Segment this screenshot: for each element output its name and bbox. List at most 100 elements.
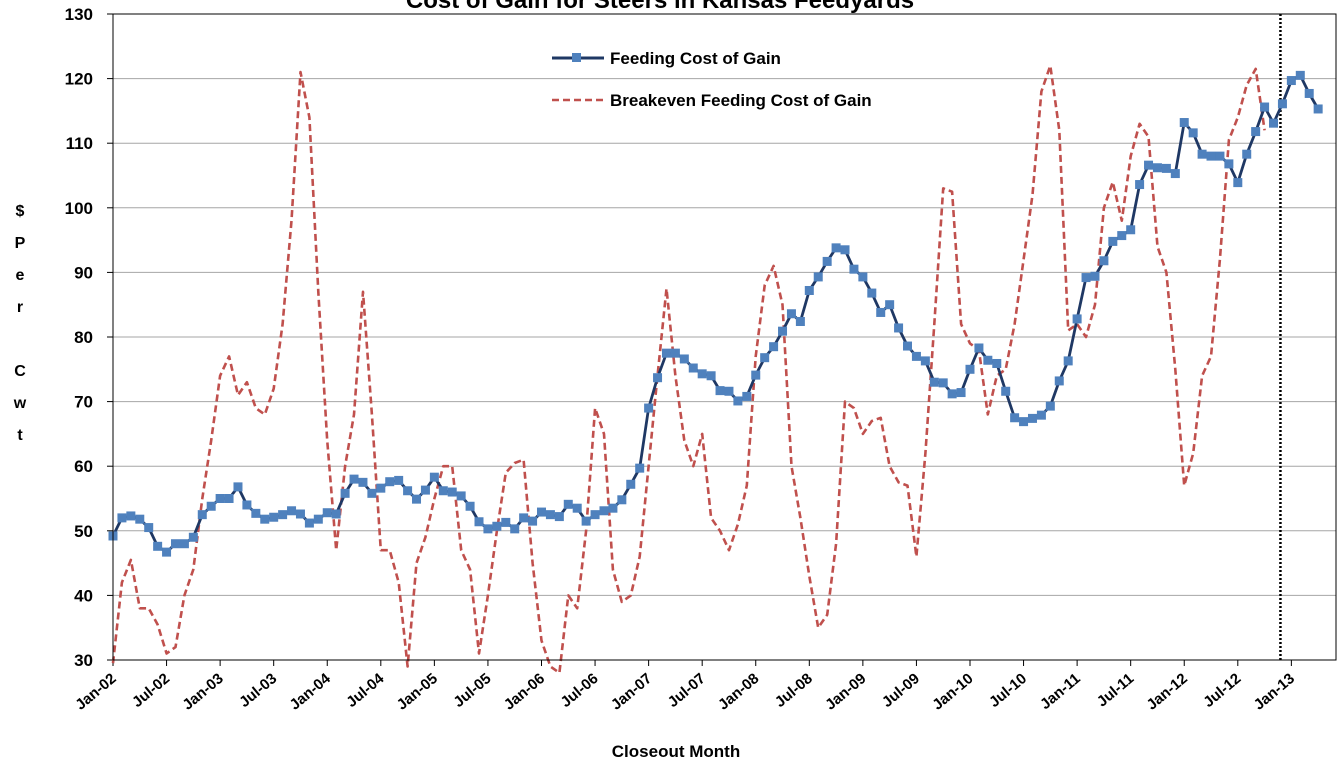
point-feeding-cost-2 (126, 511, 135, 520)
point-feeding-cost-123 (1207, 152, 1216, 161)
point-feeding-cost-106 (1055, 376, 1064, 385)
point-feeding-cost-56 (608, 504, 617, 513)
point-feeding-cost-103 (1028, 414, 1037, 423)
x-tick-label-Jul-07: Jul-07 (665, 670, 709, 711)
point-feeding-cost-13 (225, 494, 234, 503)
point-feeding-cost-47 (528, 517, 537, 526)
point-feeding-cost-71 (742, 392, 751, 401)
point-feeding-cost-97 (974, 343, 983, 352)
point-feeding-cost-12 (216, 494, 225, 503)
point-feeding-cost-74 (769, 342, 778, 351)
x-tick-label-Jan-02: Jan-02 (72, 670, 119, 714)
x-tick-label-Jul-09: Jul-09 (879, 670, 923, 711)
point-feeding-cost-67 (707, 371, 716, 380)
point-feeding-cost-39 (457, 491, 466, 500)
x-tick-label-Jan-12: Jan-12 (1143, 670, 1190, 714)
x-tick-label-Jan-11: Jan-11 (1037, 670, 1084, 713)
point-feeding-cost-107 (1064, 356, 1073, 365)
point-feeding-cost-36 (430, 473, 439, 482)
point-feeding-cost-128 (1251, 127, 1260, 136)
point-feeding-cost-30 (376, 484, 385, 493)
point-feeding-cost-53 (582, 517, 591, 526)
point-feeding-cost-131 (1278, 99, 1287, 108)
point-feeding-cost-26 (341, 489, 350, 498)
point-feeding-cost-92 (930, 378, 939, 387)
point-feeding-cost-62 (662, 349, 671, 358)
x-tick-label-Jul-10: Jul-10 (986, 670, 1030, 711)
x-tick-label-Jan-13: Jan-13 (1251, 670, 1298, 714)
point-feeding-cost-79 (814, 272, 823, 281)
point-feeding-cost-44 (501, 518, 510, 527)
point-feeding-cost-16 (251, 509, 260, 518)
point-feeding-cost-119 (1171, 169, 1180, 178)
point-feeding-cost-20 (287, 506, 296, 515)
point-feeding-cost-76 (787, 309, 796, 318)
point-feeding-cost-42 (483, 524, 492, 533)
point-feeding-cost-4 (144, 523, 153, 532)
point-feeding-cost-84 (858, 272, 867, 281)
point-feeding-cost-86 (876, 308, 885, 317)
point-feeding-cost-105 (1046, 402, 1055, 411)
x-tick-label-Jul-02: Jul-02 (129, 670, 173, 711)
point-feeding-cost-29 (367, 489, 376, 498)
point-feeding-cost-70 (733, 396, 742, 405)
legend-label-feeding-cost: Feeding Cost of Gain (610, 49, 781, 68)
point-feeding-cost-80 (823, 257, 832, 266)
point-feeding-cost-88 (894, 323, 903, 332)
point-feeding-cost-6 (162, 548, 171, 557)
y-tick-label-30: 30 (74, 651, 93, 670)
point-feeding-cost-61 (653, 373, 662, 382)
point-feeding-cost-5 (153, 542, 162, 551)
point-feeding-cost-110 (1090, 272, 1099, 281)
point-feeding-cost-129 (1260, 103, 1269, 112)
point-feeding-cost-57 (617, 495, 626, 504)
y-tick-label-130: 130 (65, 5, 93, 24)
point-feeding-cost-83 (849, 265, 858, 274)
x-tick-label-Jan-05: Jan-05 (394, 670, 441, 714)
legend-marker-feeding-cost (572, 53, 581, 62)
point-feeding-cost-58 (626, 480, 635, 489)
y-axis-label-char-1: P (15, 235, 26, 252)
x-axis-ticks: Jan-02 Jul-02 Jan-03 Jul-03 Jan-04 Jul-04 Jan-… (72, 660, 1298, 714)
point-feeding-cost-11 (207, 502, 216, 511)
point-feeding-cost-133 (1296, 71, 1305, 80)
y-axis-label-char-6: w (13, 395, 27, 412)
point-feeding-cost-41 (475, 517, 484, 526)
x-tick-label-Jan-03: Jan-03 (179, 670, 226, 714)
point-feeding-cost-120 (1180, 118, 1189, 127)
point-feeding-cost-126 (1233, 178, 1242, 187)
point-feeding-cost-101 (1010, 413, 1019, 422)
point-feeding-cost-87 (885, 300, 894, 309)
point-feeding-cost-75 (778, 327, 787, 336)
point-feeding-cost-66 (698, 369, 707, 378)
point-feeding-cost-23 (314, 515, 323, 524)
point-feeding-cost-81 (832, 243, 841, 252)
point-feeding-cost-65 (689, 364, 698, 373)
point-feeding-cost-22 (305, 519, 314, 528)
point-feeding-cost-111 (1099, 256, 1108, 265)
point-feeding-cost-114 (1126, 225, 1135, 234)
x-tick-label-Jul-08: Jul-08 (772, 670, 816, 711)
point-feeding-cost-9 (189, 533, 198, 542)
point-feeding-cost-99 (992, 359, 1001, 368)
point-feeding-cost-132 (1287, 76, 1296, 85)
y-tick-label-80: 80 (74, 328, 93, 347)
point-feeding-cost-130 (1269, 119, 1278, 128)
point-feeding-cost-95 (957, 388, 966, 397)
point-feeding-cost-46 (519, 513, 528, 522)
point-feeding-cost-117 (1153, 163, 1162, 172)
y-tick-label-60: 60 (74, 457, 93, 476)
x-tick-label-Jan-08: Jan-08 (715, 670, 762, 714)
point-feeding-cost-8 (180, 539, 189, 548)
point-feeding-cost-104 (1037, 411, 1046, 420)
point-feeding-cost-69 (724, 387, 733, 396)
point-feeding-cost-116 (1144, 161, 1153, 170)
point-feeding-cost-49 (546, 510, 555, 519)
point-feeding-cost-118 (1162, 164, 1171, 173)
x-tick-label-Jul-04: Jul-04 (343, 670, 388, 711)
y-axis-label-char-5: C (14, 363, 26, 380)
x-tick-label-Jan-06: Jan-06 (501, 670, 548, 714)
point-feeding-cost-25 (332, 510, 341, 519)
x-tick-label-Jan-09: Jan-09 (822, 670, 869, 714)
